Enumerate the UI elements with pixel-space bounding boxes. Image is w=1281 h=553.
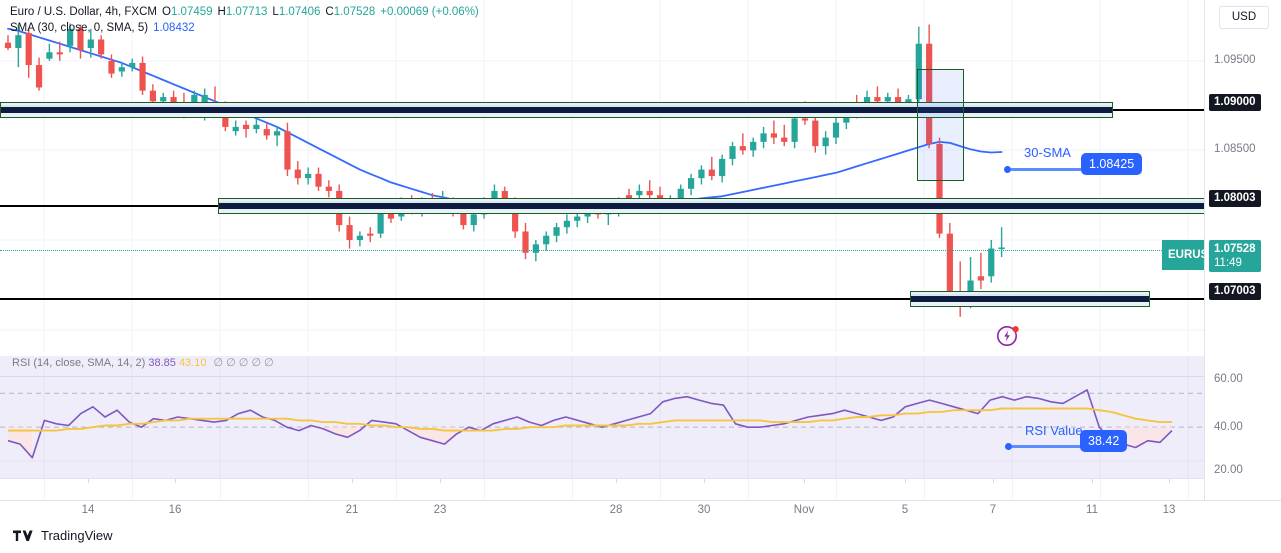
rsi-axis-tick: 60.00 xyxy=(1214,373,1243,385)
sma-anno-leader xyxy=(1011,168,1081,171)
rsi-legend-name: RSI (14, close, SMA, 14, 2) xyxy=(12,357,146,369)
time-axis-gridline xyxy=(308,479,309,501)
rsi-legend-value: 38.85 xyxy=(148,357,176,369)
sma-anno-label: 30-SMA xyxy=(1024,145,1071,160)
ohlc-open: O1.07459 xyxy=(162,6,213,18)
price-level-pill[interactable]: 1.07003 xyxy=(1209,283,1261,300)
rsi-indicator-legend[interactable]: RSI (14, close, SMA, 14, 2) 38.85 43.10 … xyxy=(12,356,274,370)
time-axis[interactable]: 14 16 21 23 28 30 Nov 5 7 11 13 xyxy=(0,500,1281,523)
time-axis-label[interactable]: 30 xyxy=(697,504,711,516)
current-price-dotted-line xyxy=(0,250,1204,251)
ohlc-low: L1.07406 xyxy=(272,6,321,18)
time-axis-gridline xyxy=(748,479,749,501)
time-axis-label[interactable]: 11 xyxy=(1086,504,1098,516)
axis-spacer xyxy=(1204,478,1281,500)
time-axis-gridline xyxy=(44,479,45,501)
selection-highlight-box[interactable] xyxy=(917,69,964,181)
time-axis-gridline xyxy=(836,479,837,501)
rsi-anno-value-pill: 38.42 xyxy=(1080,430,1128,452)
price-zone[interactable] xyxy=(0,102,1113,118)
time-axis-tick xyxy=(993,479,994,483)
rsi-annotation[interactable]: RSI Value 38.42 xyxy=(1005,423,1128,452)
time-axis-gridline xyxy=(572,479,573,501)
sma-annotation[interactable]: 30-SMA 1.08425 xyxy=(1004,145,1143,175)
time-axis-gridline xyxy=(484,479,485,501)
sma-anno-dot xyxy=(1004,166,1011,173)
time-axis-gridline xyxy=(660,479,661,501)
time-axis-tick xyxy=(704,479,705,483)
time-axis-tick xyxy=(440,479,441,483)
tradingview-logo-text: TradingView xyxy=(41,528,113,543)
ohlc-change: +0.00069 (+0.06%) xyxy=(380,6,479,18)
time-axis-gridline xyxy=(1012,479,1013,501)
time-axis-label[interactable]: 13 xyxy=(1162,504,1176,516)
sma-legend-name: SMA (30, close, 0, SMA, 5) xyxy=(10,22,149,34)
currency-button[interactable]: USD xyxy=(1219,6,1269,29)
current-price-time: 11:49 xyxy=(1214,257,1242,269)
rsi-axis-tick: 20.00 xyxy=(1214,464,1243,476)
price-axis-tick: 1.08500 xyxy=(1214,143,1256,155)
time-axis-label[interactable]: 14 xyxy=(81,504,95,516)
time-axis-tick xyxy=(175,479,176,483)
rsi-legend-ma-value: 43.10 xyxy=(178,357,207,369)
rsi-legend-empty-values: ∅ ∅ ∅ ∅ ∅ xyxy=(213,357,274,369)
price-zone[interactable] xyxy=(910,291,1150,307)
rsi-anno-label: RSI Value xyxy=(1025,423,1083,438)
price-zone[interactable] xyxy=(218,198,1265,214)
tradingview-watermark[interactable]: TradingView xyxy=(13,528,113,543)
zone-inner-band xyxy=(911,294,1149,296)
rsi-chart-canvas[interactable] xyxy=(0,356,1204,478)
time-axis-ticks xyxy=(0,478,1204,501)
time-axis-tick xyxy=(352,479,353,483)
rsi-anno-dot xyxy=(1005,443,1012,450)
time-axis-tick xyxy=(905,479,906,483)
zone-mid-line xyxy=(911,296,1149,302)
zone-mid-line xyxy=(1,107,1112,113)
time-axis-label[interactable]: Nov xyxy=(793,504,815,516)
time-axis-gridline xyxy=(1188,479,1189,501)
time-axis-gridline xyxy=(396,479,397,501)
time-axis-label[interactable]: 28 xyxy=(609,504,623,516)
price-axis-tick: 1.09500 xyxy=(1214,54,1256,66)
sma-anno-value-pill: 1.08425 xyxy=(1081,153,1143,175)
rsi-pane[interactable] xyxy=(0,356,1204,478)
time-axis-tick xyxy=(88,479,89,483)
ohlc-close: C1.07528 xyxy=(325,6,376,18)
ohlc-high: H1.07713 xyxy=(217,6,268,18)
time-axis-gridline xyxy=(132,479,133,501)
time-axis-gridline xyxy=(1100,479,1101,501)
lightning-bolt-icon[interactable] xyxy=(996,322,1022,348)
sma-legend-row[interactable]: SMA (30, close, 0, SMA, 5) 1.08432 xyxy=(10,21,479,36)
time-axis-label[interactable]: 21 xyxy=(345,504,359,516)
price-level-pill[interactable]: 1.08003 xyxy=(1209,190,1261,207)
zone-mid-line xyxy=(219,203,1264,209)
rsi-axis-tick: 40.00 xyxy=(1214,421,1243,433)
price-level-pill[interactable]: 1.09000 xyxy=(1209,94,1261,111)
price-axis[interactable]: USD 1.09500 1.08500 1.09000 1.08003 1.07003 1… xyxy=(1204,0,1281,478)
rsi-anno-leader xyxy=(1012,445,1080,448)
time-axis-tick xyxy=(804,479,805,483)
symbol-title[interactable]: Euro / U.S. Dollar, 4h, FXCM xyxy=(10,6,157,18)
time-axis-tick xyxy=(1092,479,1093,483)
zone-inner-band xyxy=(1,105,1112,107)
time-axis-label[interactable]: 16 xyxy=(168,504,182,516)
sma-legend-value: 1.08432 xyxy=(153,22,195,34)
time-axis-gridline xyxy=(924,479,925,501)
current-price-value: 1.07528 xyxy=(1214,243,1256,255)
current-price-pill[interactable]: 1.07528 11:49 xyxy=(1209,240,1261,272)
time-axis-gridline xyxy=(220,479,221,501)
time-axis-label[interactable]: 5 xyxy=(901,504,909,516)
tradingview-logo-icon xyxy=(13,529,35,543)
time-axis-label[interactable]: 7 xyxy=(989,504,997,516)
chart-legend[interactable]: Euro / U.S. Dollar, 4h, FXCM O1.07459 H1… xyxy=(10,5,479,36)
time-axis-tick xyxy=(616,479,617,483)
symbol-ohlc-row: Euro / U.S. Dollar, 4h, FXCM O1.07459 H1… xyxy=(10,5,479,20)
time-axis-tick xyxy=(1169,479,1170,483)
time-axis-label[interactable]: 23 xyxy=(433,504,447,516)
price-level-line[interactable] xyxy=(0,298,1204,300)
zone-inner-band xyxy=(219,201,1264,203)
